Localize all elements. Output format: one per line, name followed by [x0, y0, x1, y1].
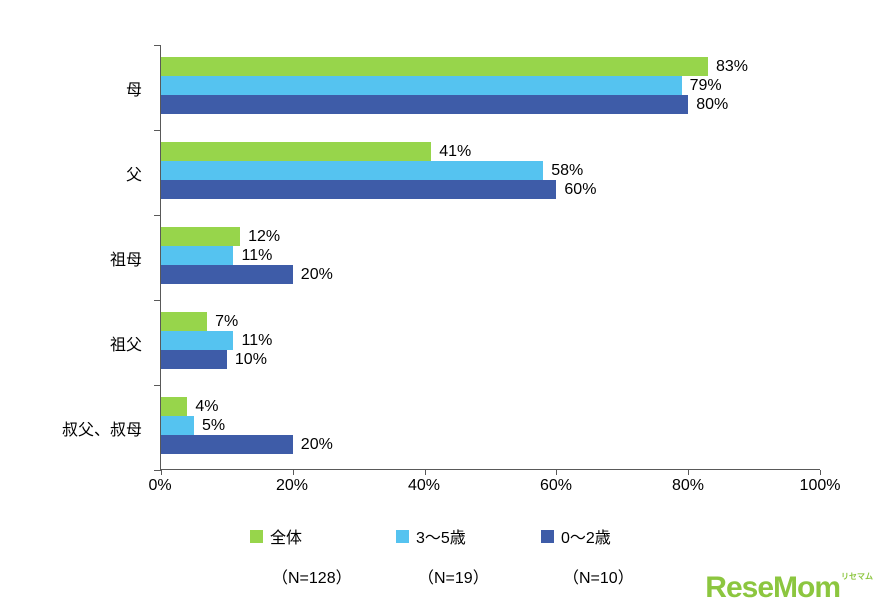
- x-axis-tick-label: 100%: [799, 477, 841, 494]
- x-axis-tick-label: 0%: [148, 477, 172, 494]
- legend-n-label: （N=19）: [418, 570, 489, 587]
- y-axis-tick: [154, 470, 161, 471]
- bar-3〜5歳: [161, 331, 234, 350]
- x-axis-tick-label: 60%: [539, 477, 573, 494]
- bar-全体: [161, 227, 241, 246]
- plot-area: 83% 79% 80% 41% 58% 60% 12% 11% 20% 7% 11% 10% 4% 5% 2…: [154, 45, 821, 475]
- value-label: 5%: [201, 416, 226, 434]
- x-axis-tick: [688, 470, 690, 475]
- value-label: 58%: [551, 161, 584, 179]
- legend-swatch: [541, 529, 554, 543]
- x-axis-tick-label: 20%: [275, 477, 309, 494]
- value-label: 12%: [248, 227, 281, 245]
- y-axis-tick: [154, 300, 161, 301]
- category-label: 祖母: [109, 251, 142, 269]
- legend-swatch: [250, 529, 263, 543]
- bar-0〜2歳: [161, 265, 293, 284]
- legend-item: 3〜5歳 （N=19）: [396, 524, 489, 588]
- logo-text: ReseMom: [705, 571, 841, 604]
- category-label: 父: [125, 166, 142, 184]
- category-axis: 母父祖母祖父叔父、叔母: [0, 45, 150, 470]
- category-label: 母: [125, 81, 142, 99]
- value-label: 4%: [195, 397, 219, 415]
- x-axis-tick: [292, 470, 294, 475]
- legend-label: 3〜5歳: [416, 530, 466, 547]
- bar-全体: [161, 57, 708, 76]
- bar-3〜5歳: [161, 416, 194, 435]
- x-axis-tick-label: 80%: [671, 477, 705, 494]
- value-label: 41%: [439, 142, 472, 160]
- value-label: 83%: [715, 57, 748, 75]
- value-label: 11%: [241, 331, 273, 349]
- value-label: 11%: [241, 246, 273, 264]
- bar-3〜5歳: [161, 246, 234, 265]
- legend-item: 0〜2歳 （N=10）: [541, 524, 634, 588]
- legend-n-label: （N=10）: [563, 570, 634, 587]
- legend-label: 全体: [270, 530, 303, 547]
- bar-0〜2歳: [161, 435, 293, 454]
- y-axis-tick: [154, 45, 161, 46]
- logo-subtext: リセマム: [841, 572, 873, 581]
- legend-label: 0〜2歳: [561, 530, 611, 547]
- value-label: 7%: [215, 312, 239, 330]
- bar-3〜5歳: [161, 161, 544, 180]
- value-label: 60%: [564, 180, 597, 198]
- bar-0〜2歳: [161, 180, 557, 199]
- x-axis-labels: 0% 20% 40% 60% 80% 100%: [148, 477, 840, 499]
- legend-swatch: [396, 529, 409, 543]
- value-label: 20%: [300, 435, 333, 453]
- bar-全体: [161, 397, 188, 416]
- value-label: 79%: [689, 76, 722, 94]
- x-axis-tick: [424, 470, 426, 475]
- legend: 全体 （N=128） 3〜5歳 （N=19） 0〜2歳 （N=10）: [0, 524, 881, 604]
- bar-0〜2歳: [161, 350, 227, 369]
- category-label: 叔父、叔母: [61, 421, 142, 439]
- x-axis-tick-label: 40%: [407, 477, 441, 494]
- bar-全体: [161, 312, 208, 331]
- x-axis-tick: [161, 470, 162, 475]
- legend-item: 全体 （N=128）: [250, 524, 352, 588]
- resemom-logo: ReseMomリセマム: [705, 573, 873, 603]
- legend-n-label: （N=128）: [272, 570, 352, 587]
- value-label: 20%: [300, 265, 333, 283]
- category-label: 祖父: [109, 336, 142, 354]
- bar-3〜5歳: [161, 76, 682, 95]
- y-axis-tick: [154, 130, 161, 131]
- bar-0〜2歳: [161, 95, 689, 114]
- value-label: 80%: [696, 95, 729, 113]
- bar-全体: [161, 142, 432, 161]
- y-axis-tick: [154, 215, 161, 216]
- value-label: 10%: [234, 350, 267, 368]
- x-axis-tick: [556, 470, 558, 475]
- x-axis-tick: [820, 470, 821, 475]
- y-axis-tick: [154, 385, 161, 386]
